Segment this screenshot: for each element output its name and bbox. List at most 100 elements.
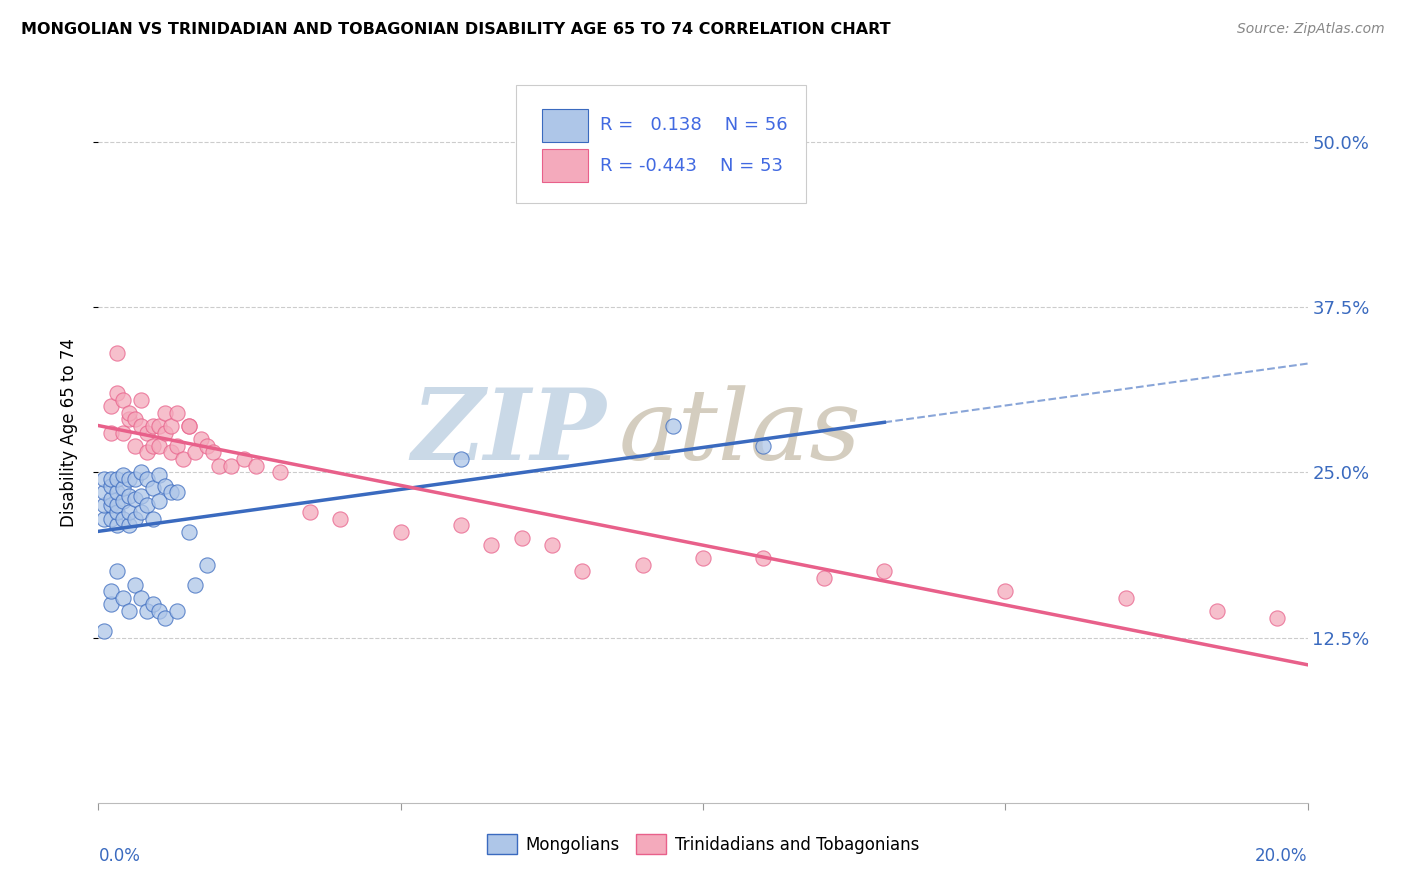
Point	[118, 505, 141, 519]
Point	[111, 494, 134, 508]
Point	[153, 406, 176, 420]
Point	[190, 432, 212, 446]
Point	[1267, 610, 1289, 624]
Point	[93, 472, 115, 486]
Point	[661, 419, 683, 434]
Point	[1206, 604, 1229, 618]
Point	[153, 610, 176, 624]
Point	[202, 445, 225, 459]
Point	[160, 445, 183, 459]
Point	[129, 489, 152, 503]
Point	[118, 518, 141, 533]
Point	[166, 604, 188, 618]
Point	[100, 598, 122, 612]
Point	[100, 499, 122, 513]
Point	[111, 591, 134, 605]
Point	[129, 392, 152, 407]
Text: 0.0%: 0.0%	[98, 847, 141, 865]
Point	[631, 558, 654, 572]
Point	[118, 412, 141, 426]
Point	[153, 425, 176, 440]
Point	[142, 598, 165, 612]
Point	[124, 472, 146, 486]
Point	[232, 452, 254, 467]
Text: R =   0.138    N = 56: R = 0.138 N = 56	[600, 116, 787, 135]
Point	[118, 472, 141, 486]
Point	[124, 511, 146, 525]
Point	[124, 491, 146, 506]
Point	[752, 551, 775, 566]
Point	[160, 485, 183, 500]
Point	[160, 419, 183, 434]
Point	[195, 558, 218, 572]
Point	[124, 439, 146, 453]
Point	[148, 604, 170, 618]
Point	[135, 499, 157, 513]
Point	[172, 452, 194, 467]
Point	[142, 481, 165, 495]
Point	[692, 551, 714, 566]
Text: MONGOLIAN VS TRINIDADIAN AND TOBAGONIAN DISABILITY AGE 65 TO 74 CORRELATION CHAR: MONGOLIAN VS TRINIDADIAN AND TOBAGONIAN …	[21, 22, 891, 37]
Point	[129, 465, 152, 479]
Point	[124, 577, 146, 591]
Point	[100, 584, 122, 599]
Point	[93, 485, 115, 500]
Point	[129, 419, 152, 434]
Point	[111, 392, 134, 407]
Point	[510, 532, 533, 546]
Text: Source: ZipAtlas.com: Source: ZipAtlas.com	[1237, 22, 1385, 37]
Point	[118, 604, 141, 618]
Point	[873, 565, 896, 579]
Point	[105, 485, 128, 500]
Text: R = -0.443    N = 53: R = -0.443 N = 53	[600, 157, 783, 175]
Point	[299, 505, 322, 519]
Point	[166, 485, 188, 500]
Point	[245, 458, 267, 473]
Point	[166, 439, 188, 453]
FancyBboxPatch shape	[516, 85, 806, 203]
Point	[105, 386, 128, 401]
Point	[129, 505, 152, 519]
Point	[813, 571, 835, 585]
Point	[111, 511, 134, 525]
Point	[93, 624, 115, 638]
Point	[93, 511, 115, 525]
Point	[195, 439, 218, 453]
Point	[100, 511, 122, 525]
Point	[124, 412, 146, 426]
Point	[571, 565, 593, 579]
Point	[105, 472, 128, 486]
Point	[1115, 591, 1137, 605]
Point	[221, 458, 243, 473]
Point	[148, 439, 170, 453]
Point	[540, 538, 562, 552]
Point	[100, 478, 122, 492]
Point	[142, 511, 165, 525]
Text: ZIP: ZIP	[412, 384, 606, 481]
Point	[153, 478, 176, 492]
Point	[105, 505, 128, 519]
Point	[329, 511, 352, 525]
Point	[142, 419, 165, 434]
Point	[269, 465, 291, 479]
Point	[179, 419, 201, 434]
Point	[166, 406, 188, 420]
Point	[129, 591, 152, 605]
Point	[148, 467, 170, 482]
Point	[481, 538, 503, 552]
Point	[184, 577, 207, 591]
FancyBboxPatch shape	[543, 149, 588, 182]
Y-axis label: Disability Age 65 to 74: Disability Age 65 to 74	[59, 338, 77, 527]
Point	[135, 445, 157, 459]
Point	[105, 346, 128, 360]
Point	[752, 439, 775, 453]
Point	[111, 425, 134, 440]
Point	[118, 406, 141, 420]
Legend: Mongolians, Trinidadians and Tobagonians: Mongolians, Trinidadians and Tobagonians	[481, 828, 925, 861]
Point	[179, 419, 201, 434]
Point	[450, 452, 472, 467]
Point	[100, 399, 122, 413]
Point	[118, 489, 141, 503]
Text: atlas: atlas	[619, 385, 860, 480]
Point	[208, 458, 231, 473]
